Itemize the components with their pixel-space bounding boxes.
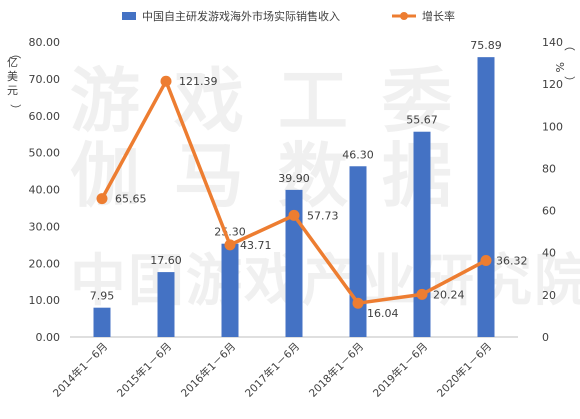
bar-value-label: 7.95 [90,290,115,303]
bar-value-label: 25.30 [214,226,246,239]
y2-tick-label: 20 [542,289,556,302]
bar [93,307,111,337]
y2-tick-label: 120 [542,78,563,91]
line-value-label: 16.04 [367,307,399,320]
y-axis-title: （亿美元 ） [7,48,22,115]
y-tick-label: 20.00 [29,257,61,270]
line-value-label: 36.32 [496,254,528,267]
y-tick-label: 30.00 [29,220,61,233]
y-tick-label: 0.00 [36,331,61,344]
bar-value-label: 39.90 [278,172,310,185]
bar [349,166,367,337]
line-value-label: 65.65 [115,193,147,206]
legend-swatch-bar [122,12,136,20]
y-tick-label: 60.00 [29,110,61,123]
line-value-label: 20.24 [433,288,465,301]
bar-value-label: 55.67 [406,114,438,127]
line-point [160,75,172,87]
legend-label-bar: 中国自主研发游戏海外市场实际销售收入 [142,9,340,23]
y-tick-label: 70.00 [29,73,61,86]
y2-tick-label: 40 [542,247,556,260]
bar [477,57,495,337]
line-point [224,239,236,251]
line-value-label: 121.39 [179,75,218,88]
line-value-label: 57.73 [307,209,339,222]
y2-axis-title-char: % [553,62,566,72]
y2-axis-title: （% ） [553,40,576,87]
y-tick-label: 10.00 [29,294,61,307]
line-series: 65.65 121.39 43.71 57.73 16.04 20.24 36.32 [96,75,528,320]
bar [285,189,303,337]
y2-tick-label: 100 [542,120,563,133]
bar [157,272,175,337]
bar [221,243,239,337]
bar [413,131,431,337]
y2-axis-title-paren: （ [563,40,576,51]
legend: 中国自主研发游戏海外市场实际销售收入 增长率 [122,9,455,23]
y-tick-label: 80.00 [29,36,61,49]
legend-label-line: 增长率 [422,9,455,23]
y-tick-label: 40.00 [29,184,61,197]
bar-series: 7.95 17.60 25.30 39.90 46.30 55.67 75.89 [90,39,502,337]
y2-axis-title-paren: ） [563,76,576,87]
bar-value-label: 75.89 [470,39,502,52]
line-value-label: 43.71 [240,239,272,252]
bar-value-label: 46.30 [342,148,374,161]
y-axis-title-paren: ） [9,104,22,115]
y2-tick-label: 0 [542,331,549,344]
watermark-line-2: 伽马数据 [70,135,486,217]
y2-tick-label: 60 [542,205,556,218]
y-axis-title-paren: （ [9,48,22,59]
line-point [288,209,300,221]
watermark-line-1: 游戏工委 [70,60,486,142]
y-tick-label: 50.00 [29,147,61,160]
y-axis-title-char: 亿 [7,56,18,69]
line-point [352,297,364,309]
line-point [416,288,428,300]
bar-value-label: 17.60 [150,254,182,267]
line-point [96,193,108,205]
y-axis-title-char: 美 [7,70,18,83]
y2-tick-label: 80 [542,162,556,175]
legend-swatch-marker [400,12,408,20]
y-axis-title-char: 元 [7,84,18,97]
line-point [480,254,492,266]
y2-tick-label: 140 [542,36,563,49]
